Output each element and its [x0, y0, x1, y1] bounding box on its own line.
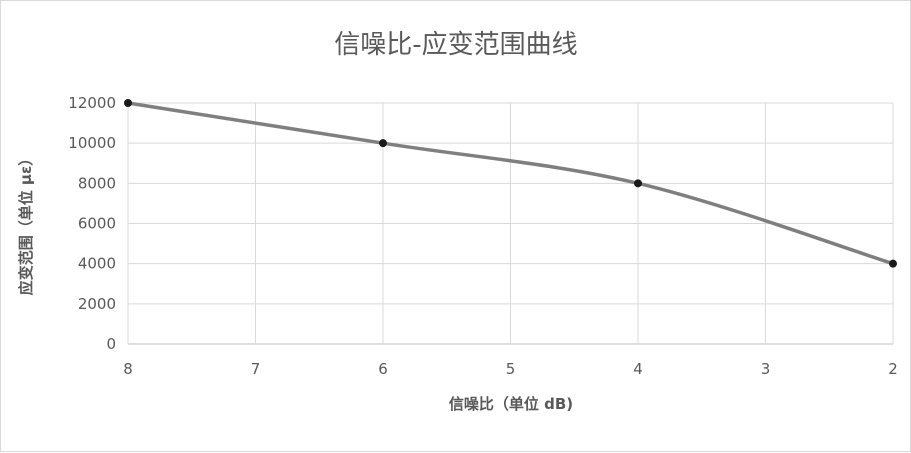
- x-tick-label: 6: [378, 360, 388, 378]
- tick-labels: 0 2000 4000 6000 8000 10000 12000 8 7 6 5 4 3 2: [68, 94, 897, 378]
- x-tick-label: 2: [888, 360, 898, 378]
- series-line: [126, 101, 895, 266]
- y-tick-label: 4000: [78, 255, 116, 273]
- y-axis-label: 应变范围（单位 με）: [17, 151, 35, 296]
- y-tick-label: 12000: [68, 94, 116, 112]
- x-tick-label: 3: [761, 360, 771, 378]
- y-tick-label: 2000: [78, 295, 116, 313]
- x-tick-label: 4: [633, 360, 643, 378]
- data-point: [634, 179, 642, 188]
- x-tick-label: 7: [251, 360, 261, 378]
- y-tick-label: 0: [106, 335, 116, 353]
- data-point: [379, 139, 387, 148]
- y-tick-label: 10000: [68, 134, 116, 152]
- chart-title: 信噪比-应变范围曲线: [334, 30, 577, 60]
- x-tick-label: 8: [123, 360, 133, 378]
- y-tick-label: 6000: [78, 215, 116, 233]
- data-point: [124, 99, 132, 107]
- x-tick-label: 5: [506, 360, 516, 378]
- gridlines: [127, 102, 894, 345]
- series: [124, 99, 897, 268]
- data-point: [889, 259, 897, 268]
- y-tick-label: 8000: [78, 174, 116, 192]
- x-axis-label: 信噪比（单位 dB): [449, 395, 573, 413]
